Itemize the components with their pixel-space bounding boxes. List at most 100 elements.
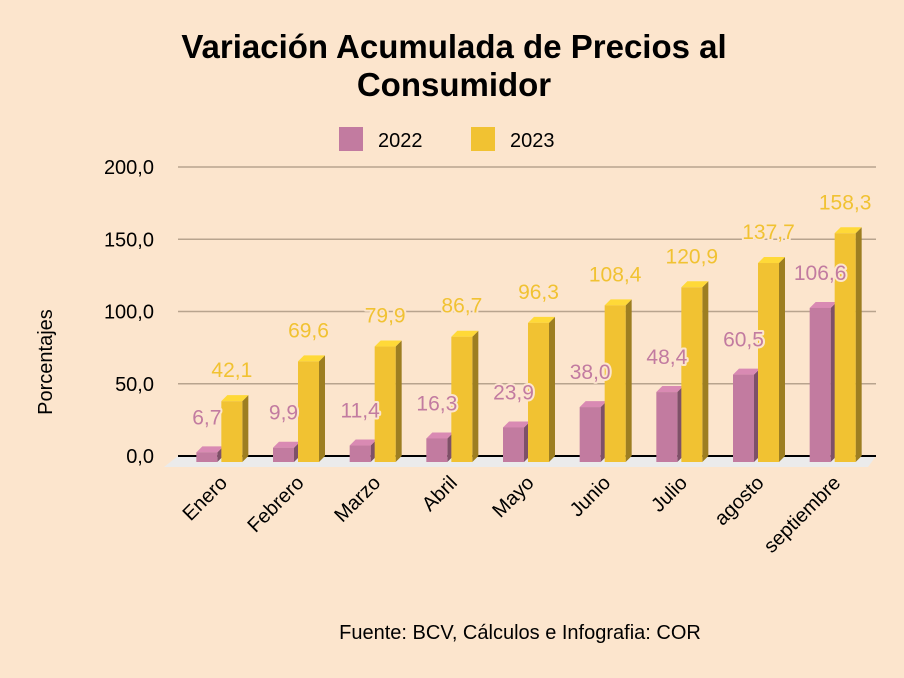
chart-title-line-2: Consumidor (357, 66, 551, 103)
data-label-2022: 9,9 (269, 402, 298, 425)
bar-top (681, 281, 709, 288)
bar-2023-Abril (451, 330, 479, 462)
bar-front (298, 361, 319, 462)
bar-side (395, 340, 402, 462)
bar-front (426, 438, 448, 462)
bar-top (604, 299, 632, 306)
bar-top (656, 386, 684, 393)
x-tick-label: Junio (566, 472, 615, 521)
bar-side (855, 227, 862, 462)
bar-front (196, 452, 218, 462)
data-label-2022: 38,0 (570, 361, 611, 384)
data-label-2023: 137,7 (742, 221, 795, 244)
bar-top (349, 439, 377, 446)
data-label-2022: 16,3 (416, 392, 457, 415)
legend-swatch-2022 (339, 127, 363, 151)
bar-top (758, 257, 785, 264)
data-label-2022: 23,9 (493, 381, 534, 404)
bar-2023-Mayo (528, 316, 555, 462)
bar-top (451, 330, 479, 337)
bar-top (273, 441, 300, 448)
bar-2022-Abril (426, 432, 454, 462)
bar-front (273, 447, 294, 462)
bar-2023-Junio (604, 299, 632, 462)
bar-2022-Junio (579, 401, 607, 462)
bar-top (733, 368, 760, 375)
data-label-2022: 48,4 (646, 346, 687, 369)
bar-front (528, 322, 549, 462)
bar-side (779, 257, 785, 462)
x-tick-label: septiembre (760, 472, 846, 558)
bar-2023-Marzo (374, 340, 402, 462)
data-label-2023: 108,4 (589, 263, 642, 286)
bar-2022-Enero (196, 446, 224, 462)
bar-top (374, 340, 402, 347)
legend-swatch-2023 (471, 127, 495, 151)
x-tick-label: Febrero (243, 472, 308, 537)
bar-top (528, 316, 555, 323)
bar-side (625, 299, 632, 462)
bar-front (579, 407, 601, 462)
x-tick-label: Mayo (488, 472, 538, 522)
bar-2023-Julio (681, 281, 709, 462)
bar-top (196, 446, 224, 453)
bar-front (451, 336, 473, 462)
data-label-2022: 11,4 (341, 400, 381, 423)
data-label-2022: 60,5 (723, 329, 764, 352)
bar-2022-Mayo (503, 421, 530, 462)
x-tick-label: Enero (179, 472, 232, 525)
data-label-2022: 6,7 (192, 406, 221, 429)
data-label-2023: 69,6 (288, 319, 329, 342)
x-tick-label: Marzo (330, 472, 385, 527)
bar-top (298, 355, 325, 362)
y-tick-label: 150,0 (104, 229, 154, 251)
data-label-2022: 106,6 (794, 262, 847, 285)
bar-2022-Marzo (349, 439, 377, 462)
bar-2023-agosto (758, 257, 785, 462)
bar-front (503, 427, 524, 462)
data-label-2023: 42,1 (211, 359, 252, 382)
bar-front (221, 401, 243, 462)
data-label-2023: 158,3 (819, 191, 872, 214)
bar-2023-Enero (221, 395, 249, 462)
x-tick-label: Abril (418, 472, 462, 516)
bar-2022-septiembre (809, 301, 837, 462)
bar-front (758, 263, 779, 462)
bar-top (503, 421, 530, 428)
y-tick-label: 0,0 (126, 446, 154, 468)
data-label-2023: 79,9 (365, 305, 406, 328)
bar-side (242, 395, 249, 462)
data-label-2023: 120,9 (666, 245, 719, 268)
y-tick-label: 200,0 (104, 157, 154, 179)
bar-front (374, 346, 396, 462)
source-note: Fuente: BCV, Cálculos e Infografia: COR (339, 622, 701, 644)
bar-2022-Febrero (273, 441, 300, 462)
bar-top (834, 227, 862, 234)
y-axis-label: Porcentajes (35, 309, 57, 415)
legend-label-2023: 2023 (510, 130, 555, 152)
bar-side (319, 355, 325, 462)
y-tick-label: 50,0 (115, 374, 154, 396)
bar-front (656, 392, 678, 462)
bar-2023-Febrero (298, 355, 325, 462)
bar-front (733, 374, 754, 462)
bar-2022-agosto (733, 368, 760, 462)
bar-top (579, 401, 607, 408)
bar-front (681, 287, 703, 462)
bar-top (426, 432, 454, 439)
legend: 2022 2023 (339, 127, 555, 152)
bar-front (349, 445, 371, 462)
bar-2022-Julio (656, 386, 684, 462)
bar-side (702, 281, 709, 462)
x-tick-label: agosto (711, 472, 769, 530)
legend-label-2022: 2022 (378, 130, 423, 152)
bar-side (549, 316, 555, 462)
bar-front (604, 305, 626, 462)
bar-side (472, 330, 479, 462)
bar-top (221, 395, 249, 402)
chart-title-line-1: Variación Acumulada de Precios al (181, 28, 726, 65)
data-label-2023: 86,7 (441, 295, 482, 318)
bar-top (809, 301, 837, 308)
bar-2023-septiembre (834, 227, 862, 462)
